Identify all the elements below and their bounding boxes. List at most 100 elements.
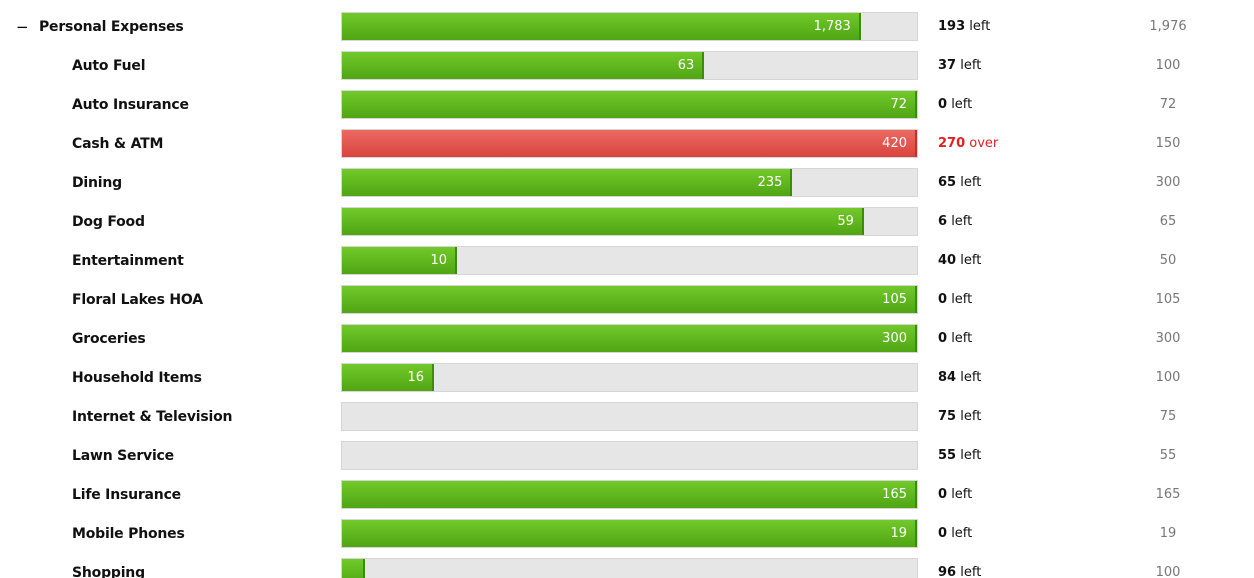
spent-amount: 235 [757, 175, 783, 190]
budget-row[interactable]: Entertainment 10 40 left 50 [0, 242, 1254, 281]
budget-amount: 1,976 [1149, 19, 1187, 34]
progress-track: 300 [341, 324, 918, 353]
progress-track: 105 [341, 285, 918, 314]
budget-row[interactable]: Auto Insurance 72 0 left 72 [0, 86, 1254, 125]
progress-track [341, 558, 918, 578]
category-name: Cash & ATM [72, 136, 164, 152]
budget-amount: 300 [1155, 175, 1181, 190]
budget-amount: 300 [1155, 331, 1181, 346]
category-name: Auto Fuel [72, 58, 146, 74]
remaining-amount: 84 [938, 370, 957, 385]
remaining-status: left [951, 526, 973, 541]
budget-row[interactable]: Mobile Phones 19 0 left 19 [0, 515, 1254, 554]
budget-row[interactable]: Internet & Television 75 left 75 [0, 398, 1254, 437]
budget-amount: 100 [1155, 370, 1181, 385]
remaining-status: left [951, 331, 973, 346]
category-name: Dining [72, 175, 122, 191]
spent-amount: 63 [677, 58, 695, 73]
remaining-amount: 0 [938, 97, 948, 112]
category-name: Floral Lakes HOA [72, 292, 203, 308]
progress-track: 16 [341, 363, 918, 392]
category-name: Household Items [72, 370, 202, 386]
remaining-amount: 75 [938, 409, 957, 424]
category-name: Mobile Phones [72, 526, 185, 542]
remaining-status: left [960, 370, 982, 385]
remaining-amount: 6 [938, 214, 948, 229]
remaining-amount: 0 [938, 487, 948, 502]
remaining: 0 left [938, 96, 972, 114]
category-name: Groceries [72, 331, 146, 347]
remaining-amount: 0 [938, 292, 948, 307]
remaining: 37 left [938, 57, 981, 75]
progress-fill: 235 [342, 169, 793, 196]
remaining-amount: 40 [938, 253, 957, 268]
spent-amount: 16 [407, 370, 424, 385]
progress-fill [342, 559, 365, 578]
remaining: 0 left [938, 291, 972, 309]
budget-amount: 150 [1155, 136, 1181, 151]
collapse-toggle[interactable]: − [16, 18, 29, 36]
progress-fill: 300 [342, 325, 917, 352]
progress-track: 235 [341, 168, 918, 197]
category-name: Personal Expenses [39, 19, 184, 35]
spent-amount: 1,783 [813, 19, 851, 34]
budget-row[interactable]: Cash & ATM 420 270 over 150 [0, 125, 1254, 164]
remaining: 55 left [938, 447, 981, 465]
remaining-amount: 0 [938, 526, 948, 541]
progress-track: 10 [341, 246, 918, 275]
progress-fill: 72 [342, 91, 917, 118]
budget-amount: 105 [1155, 292, 1181, 307]
remaining-amount: 96 [938, 565, 957, 578]
category-name: Life Insurance [72, 487, 181, 503]
remaining-status: left [960, 175, 982, 190]
remaining: 40 left [938, 252, 981, 270]
category-name: Auto Insurance [72, 97, 189, 113]
budget-row[interactable]: Lawn Service 55 left 55 [0, 437, 1254, 476]
progress-track [341, 441, 918, 470]
spent-amount: 19 [890, 526, 907, 541]
remaining: 84 left [938, 369, 981, 387]
budget-row[interactable]: Dining 235 65 left 300 [0, 164, 1254, 203]
progress-fill: 63 [342, 52, 705, 79]
remaining-status: left [960, 565, 982, 578]
progress-fill: 105 [342, 286, 917, 313]
remaining-status: left [960, 58, 982, 73]
budget-row[interactable]: Shopping 96 left 100 [0, 554, 1254, 578]
remaining: 65 left [938, 174, 981, 192]
progress-track: 420 [341, 129, 918, 158]
remaining-amount: 193 [938, 19, 966, 34]
budget-row[interactable]: Life Insurance 165 0 left 165 [0, 476, 1254, 515]
category-name: Internet & Television [72, 409, 233, 425]
remaining-status: left [951, 292, 973, 307]
budget-amount: 65 [1159, 214, 1177, 229]
progress-track: 165 [341, 480, 918, 509]
progress-track: 72 [341, 90, 918, 119]
progress-track: 63 [341, 51, 918, 80]
budget-row[interactable]: Floral Lakes HOA 105 0 left 105 [0, 281, 1254, 320]
budget-row[interactable]: Groceries 300 0 left 300 [0, 320, 1254, 359]
remaining-status: over [969, 136, 999, 151]
category-name: Shopping [72, 565, 145, 578]
budget-amount: 72 [1159, 97, 1177, 112]
progress-fill: 420 [342, 130, 917, 157]
remaining-amount: 0 [938, 331, 948, 346]
progress-track [341, 402, 918, 431]
category-name: Lawn Service [72, 448, 174, 464]
remaining: 270 over [938, 135, 998, 153]
budget-amount: 50 [1159, 253, 1177, 268]
remaining: 0 left [938, 330, 972, 348]
category-row[interactable]: − Personal Expenses 1,783 193 left 1,976 [0, 8, 1254, 47]
budget-row[interactable]: Household Items 16 84 left 100 [0, 359, 1254, 398]
budget-row[interactable]: Dog Food 59 6 left 65 [0, 203, 1254, 242]
progress-fill: 19 [342, 520, 917, 547]
progress-track: 1,783 [341, 12, 918, 41]
budget-amount: 19 [1159, 526, 1177, 541]
spent-amount: 165 [882, 487, 907, 502]
progress-track: 59 [341, 207, 918, 236]
remaining-amount: 55 [938, 448, 957, 463]
progress-fill: 16 [342, 364, 434, 391]
budget-amount: 100 [1155, 565, 1181, 578]
budget-row[interactable]: Auto Fuel 63 37 left 100 [0, 47, 1254, 86]
